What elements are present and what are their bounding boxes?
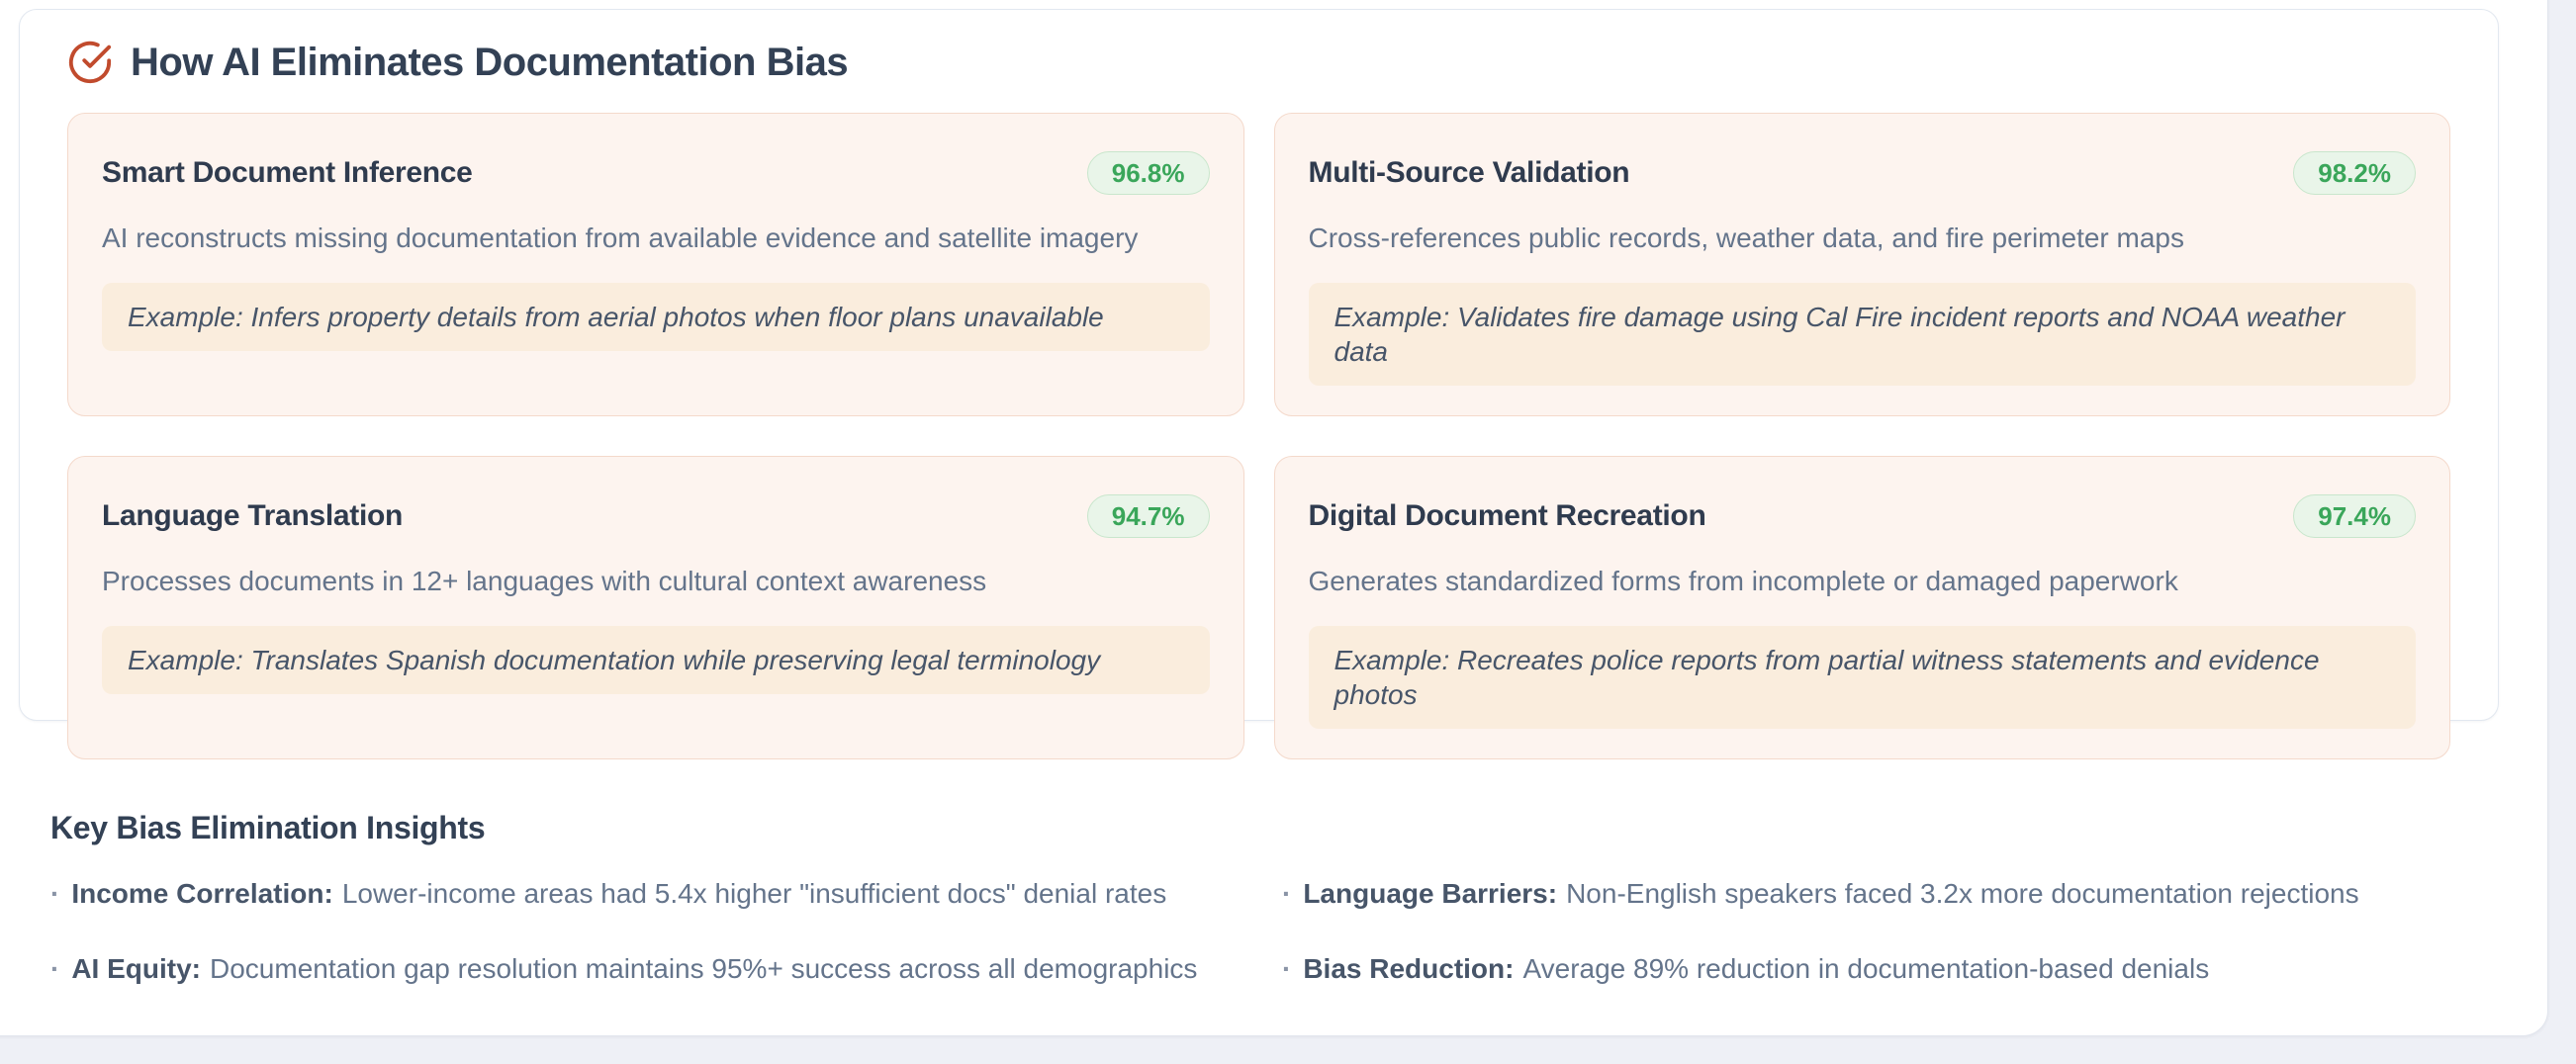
feature-description: Generates standardized forms from incomp… bbox=[1308, 566, 2178, 596]
feature-card-multi-source-validation: Multi-Source Validation 98.2% Cross-refe… bbox=[1273, 113, 2450, 416]
feature-title: Digital Document Recreation bbox=[1308, 499, 1706, 532]
insight-text: Documentation gap resolution maintains 9… bbox=[210, 953, 1198, 985]
feature-description: AI reconstructs missing documentation fr… bbox=[102, 222, 1139, 253]
accuracy-badge: 98.2% bbox=[2293, 151, 2416, 195]
section-header: How AI Eliminates Documentation Bias bbox=[67, 40, 2450, 85]
insight-ai-equity: · AI Equity: Documentation gap resolution… bbox=[50, 951, 1282, 987]
example-text: Example: Infers property details from ae… bbox=[128, 302, 1104, 332]
feature-description: Cross-references public records, weather… bbox=[1308, 222, 2185, 253]
example-text: Example: Recreates police reports from p… bbox=[1334, 645, 2320, 710]
feature-description: Processes documents in 12+ languages wit… bbox=[102, 566, 987, 596]
insight-income-correlation: · Income Correlation: Lower-income areas … bbox=[50, 876, 1282, 912]
feature-card-digital-document-recreation: Digital Document Recreation 97.4% Genera… bbox=[1273, 456, 2450, 759]
accuracy-badge: 94.7% bbox=[1086, 494, 1210, 538]
documentation-bias-card: How AI Eliminates Documentation Bias Sma… bbox=[19, 9, 2499, 759]
example-box: Example: Translates Spanish documentatio… bbox=[102, 626, 1210, 694]
section-title: How AI Eliminates Documentation Bias bbox=[131, 40, 849, 84]
insight-label: Income Correlation: bbox=[71, 878, 333, 909]
feature-title: Language Translation bbox=[102, 499, 404, 532]
key-insights-section: Key Bias Elimination Insights · Income C… bbox=[50, 810, 2464, 988]
example-text: Example: Validates fire damage using Cal… bbox=[1334, 302, 2346, 367]
bullet-icon: · bbox=[1282, 878, 1292, 909]
insights-heading: Key Bias Elimination Insights bbox=[50, 810, 486, 845]
feature-card-smart-document-inference: Smart Document Inference 96.8% AI recons… bbox=[67, 113, 1244, 416]
bullet-icon: · bbox=[1282, 953, 1292, 985]
insight-bias-reduction: · Bias Reduction: Average 89% reduction i… bbox=[1282, 951, 2464, 987]
insight-label: Language Barriers: bbox=[1303, 878, 1558, 909]
feature-grid: Smart Document Inference 96.8% AI recons… bbox=[67, 113, 2450, 759]
feature-title: Smart Document Inference bbox=[102, 156, 473, 189]
insight-text: Non-English speakers faced 3.2x more doc… bbox=[1566, 878, 2359, 909]
insight-label: AI Equity: bbox=[71, 953, 201, 985]
bullet-icon: · bbox=[50, 953, 60, 985]
example-box: Example: Recreates police reports from p… bbox=[1308, 626, 2416, 729]
insight-language-barriers: · Language Barriers: Non-English speakers… bbox=[1282, 876, 2464, 912]
bullet-icon: · bbox=[50, 878, 60, 909]
accuracy-badge: 96.8% bbox=[1086, 151, 1210, 195]
example-box: Example: Validates fire damage using Cal… bbox=[1308, 283, 2416, 386]
accuracy-badge: 97.4% bbox=[2293, 494, 2416, 538]
check-circle-icon bbox=[68, 41, 112, 84]
content-panel: How AI Eliminates Documentation Bias Sma… bbox=[0, 0, 2548, 1036]
insight-label: Bias Reduction: bbox=[1303, 953, 1515, 985]
feature-card-language-translation: Language Translation 94.7% Processes doc… bbox=[67, 456, 1244, 759]
insights-list: · Income Correlation: Lower-income areas … bbox=[50, 876, 2464, 988]
insight-text: Average 89% reduction in documentation-b… bbox=[1522, 953, 2210, 985]
insight-text: Lower-income areas had 5.4x higher "insu… bbox=[341, 878, 1167, 909]
feature-title: Multi-Source Validation bbox=[1308, 156, 1630, 189]
example-box: Example: Infers property details from ae… bbox=[102, 283, 1210, 351]
example-text: Example: Translates Spanish documentatio… bbox=[128, 645, 1101, 675]
